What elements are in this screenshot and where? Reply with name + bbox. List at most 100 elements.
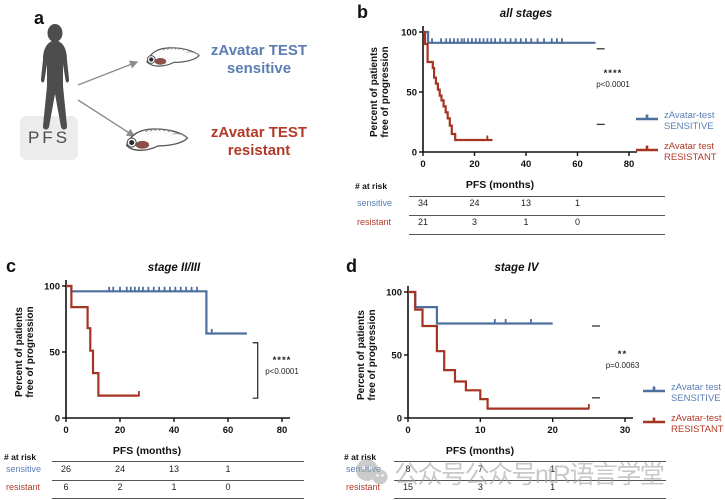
table-rule: [394, 461, 666, 462]
branch-arrows: [77, 60, 139, 137]
y-axis-label: Percent of patients free of progression: [14, 306, 36, 398]
x-axis-label: PFS (months): [112, 445, 182, 457]
legend-item-sensitive: zAvatar-test SENSITIVE: [635, 110, 717, 132]
x-tick-label: 0: [420, 159, 425, 170]
legend: zAvatar test SENSITIVE zAvatar-test RESI…: [642, 382, 724, 435]
y-tick-label: 0: [55, 414, 60, 425]
risk-value: 1: [550, 482, 556, 492]
risk-row-label: sensitive: [346, 464, 382, 474]
km-plot-stage-4: 0 10 20 30 0 50 100: [386, 286, 633, 436]
risk-table-title: # at risk: [355, 181, 388, 191]
risk-value: 24: [114, 464, 125, 474]
km-plot-stage-2-3: 0 20 40 60 80 0 50 100: [44, 280, 290, 436]
significance-annotation: **** p<0.0001: [563, 68, 663, 89]
risk-value: 24: [469, 198, 480, 208]
sensitive-branch-label: zAvatar TEST sensitive: [210, 42, 308, 77]
legend: zAvatar-test SENSITIVE zAvatar test RESI…: [635, 110, 717, 163]
legend-item-sensitive: zAvatar test SENSITIVE: [642, 382, 724, 404]
zebrafish-illustration: [125, 128, 189, 151]
chart-title: stage II/III: [147, 262, 201, 274]
x-tick-label: 60: [572, 159, 583, 170]
panel-a: a PFS: [6, 6, 340, 186]
x-tick-label: 0: [63, 425, 68, 436]
table-rule: [52, 498, 304, 499]
x-tick-label: 20: [469, 159, 480, 170]
risk-row-label: sensitive: [6, 464, 42, 474]
y-tick-label: 0: [397, 414, 402, 425]
km-curve-sensitive: [423, 30, 596, 44]
panel-a-label: a: [34, 8, 45, 28]
x-tick-label: 80: [277, 425, 288, 436]
table-rule: [409, 196, 665, 197]
x-tick-label: 40: [169, 425, 180, 436]
table-rule: [409, 234, 665, 235]
arrow-up-icon: [77, 60, 139, 86]
table-rule: [52, 480, 304, 481]
km-curve-resistant: [66, 284, 139, 397]
sensitive-line-marker-icon: [643, 386, 665, 393]
risk-row-label: resistant: [357, 217, 392, 227]
significance-stars: ****: [272, 355, 292, 366]
p-value: p<0.0001: [265, 367, 299, 376]
risk-value: 2: [117, 482, 123, 492]
risk-row-label: sensitive: [357, 198, 393, 208]
km-curve-sensitive: [408, 290, 553, 325]
x-axis-label: PFS (months): [445, 445, 515, 457]
risk-value: 1: [523, 217, 529, 227]
risk-value: 26: [60, 464, 71, 474]
y-axis-label: Percent of patients free of progression: [369, 46, 391, 138]
y-tick-label: 50: [49, 348, 60, 359]
significance-stars: **: [617, 349, 628, 360]
table-rule: [394, 498, 666, 499]
x-tick-label: 40: [521, 159, 532, 170]
panel-c: c stage II/III Percent of patients free …: [2, 256, 340, 500]
km-curve-sensitive: [66, 284, 247, 335]
risk-value: 0: [574, 217, 580, 227]
risk-row-label: resistant: [346, 482, 381, 492]
panel-d: d stage IV Percent of patients free of p…: [342, 256, 725, 500]
risk-value: 1: [225, 464, 231, 474]
human-silhouette-illustration: [40, 24, 70, 130]
risk-value: 7: [477, 464, 483, 474]
pfs-box: PFS: [20, 116, 78, 160]
resistant-line-marker-icon: [643, 417, 665, 424]
table-rule: [409, 215, 665, 216]
risk-value: 1: [171, 482, 177, 492]
x-tick-label: 20: [115, 425, 126, 436]
x-axis-label: PFS (months): [465, 179, 535, 191]
risk-value: 3: [471, 217, 477, 227]
x-tick-label: 20: [547, 425, 558, 436]
significance-stars: ****: [603, 68, 623, 79]
resistant-line-marker-icon: [636, 145, 658, 152]
panel-d-label: d: [346, 256, 357, 276]
chart-title: stage IV: [494, 262, 539, 274]
risk-value: 1: [574, 198, 580, 208]
risk-value: 1: [550, 464, 556, 474]
legend-item-resistant: zAvatar test RESISTANT: [635, 141, 717, 163]
risk-table-title: # at risk: [4, 452, 37, 462]
risk-value: 15: [402, 482, 413, 492]
risk-value: 13: [168, 464, 179, 474]
y-tick-label: 50: [391, 351, 402, 362]
x-tick-label: 10: [475, 425, 486, 436]
x-tick-label: 30: [620, 425, 631, 436]
risk-table-title: # at risk: [344, 452, 377, 462]
p-value: p<0.0001: [596, 80, 630, 89]
panel-b: b all stages Percent of patients free of…: [353, 2, 725, 252]
pfs-label: PFS: [27, 128, 71, 147]
risk-value: 6: [63, 482, 69, 492]
x-tick-label: 0: [405, 425, 410, 436]
risk-value: 13: [520, 198, 531, 208]
resistant-branch-label: zAvatar TEST resistant: [210, 124, 308, 159]
risk-value: 34: [417, 198, 428, 208]
y-tick-label: 100: [401, 28, 417, 39]
y-tick-label: 50: [406, 88, 417, 99]
axes: [65, 280, 290, 419]
y-tick-label: 100: [44, 282, 60, 293]
risk-value: 3: [477, 482, 483, 492]
risk-value: 0: [225, 482, 231, 492]
y-axis-label: Percent of patients free of progression: [356, 309, 378, 401]
x-tick-label: 60: [223, 425, 234, 436]
y-tick-label: 100: [386, 288, 402, 299]
